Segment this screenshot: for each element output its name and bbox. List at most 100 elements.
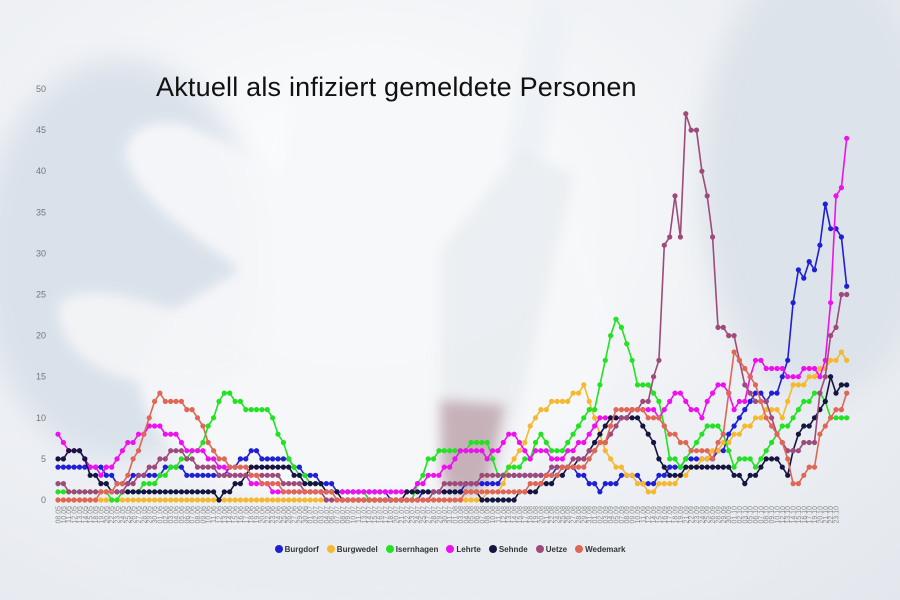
data-point (157, 497, 163, 503)
data-point (211, 448, 217, 454)
data-point (168, 398, 174, 404)
data-point (270, 481, 276, 487)
data-point (581, 415, 587, 421)
data-point (221, 472, 227, 478)
legend-item-uetze[interactable]: Uetze (535, 545, 568, 554)
legend-item-wedemark[interactable]: Wedemark (575, 545, 625, 554)
data-point (559, 472, 566, 478)
data-point (93, 497, 99, 503)
x-tick-label: 13.10 (785, 506, 792, 524)
data-point (828, 374, 834, 380)
data-point (693, 464, 700, 470)
data-point (318, 481, 324, 487)
x-tick-label: 12.08 (501, 506, 508, 524)
data-point (495, 472, 501, 478)
y-tick-label: 15 (36, 372, 46, 382)
data-point (211, 415, 217, 421)
data-point (227, 497, 233, 503)
data-point (125, 472, 131, 478)
data-point (119, 489, 125, 495)
data-point (146, 489, 152, 495)
data-point (833, 324, 839, 330)
data-point (715, 464, 721, 470)
data-point (656, 456, 662, 462)
data-point (575, 464, 582, 470)
data-point (414, 481, 421, 487)
y-axis: 0 5 10 15 20 25 30 35 40 45 50 (36, 84, 46, 505)
data-point (752, 398, 759, 404)
data-point (640, 382, 646, 388)
x-tick-label: 25.09 (705, 506, 712, 524)
data-point (758, 398, 764, 404)
legend-item-sehnde[interactable]: Sehnde (488, 545, 528, 554)
data-point (736, 398, 743, 404)
legend-label: Uetze (545, 545, 568, 554)
data-point (184, 407, 190, 413)
data-point (527, 489, 533, 495)
data-point (468, 497, 474, 503)
legend-item-burgwedel[interactable]: Burgwedel (326, 545, 378, 554)
data-point (173, 464, 179, 470)
x-tick-label: 17.07 (383, 506, 390, 524)
data-point (286, 481, 292, 487)
data-point (103, 464, 109, 470)
data-point (554, 464, 560, 470)
data-point (232, 472, 238, 478)
data-point (243, 464, 249, 470)
x-tick-label: 17.06 (243, 506, 250, 524)
data-point (806, 464, 812, 470)
data-point (688, 407, 694, 413)
legend-item-burgdorf[interactable]: Burgdorf (274, 545, 319, 554)
data-point (184, 448, 190, 454)
data-point (361, 497, 367, 503)
data-point (511, 472, 517, 478)
data-point (532, 415, 539, 421)
data-point (661, 464, 667, 470)
data-point (570, 464, 576, 470)
data-point (484, 439, 490, 446)
x-tick-label: 23.10 (834, 506, 841, 524)
data-point (280, 456, 286, 462)
data-point (527, 481, 533, 487)
data-point (270, 456, 276, 462)
data-point (227, 489, 233, 495)
x-tick-label: 02.09 (597, 506, 604, 524)
legend-item-lehrte[interactable]: Lehrte (446, 545, 481, 554)
x-tick-label: 29.08 (581, 506, 588, 524)
data-point (828, 333, 834, 339)
data-point (613, 481, 619, 487)
data-point (205, 456, 211, 462)
data-point (608, 415, 614, 421)
data-point (125, 489, 131, 495)
data-point (382, 497, 388, 503)
data-point (130, 456, 136, 462)
data-point (227, 390, 233, 396)
data-point (82, 464, 88, 470)
data-point (844, 415, 850, 421)
data-point (763, 365, 769, 372)
data-point (592, 448, 598, 454)
x-tick-label: 15.10 (796, 506, 803, 524)
data-point (592, 407, 598, 413)
data-point (629, 472, 635, 478)
data-point (205, 423, 211, 429)
data-point (774, 407, 780, 413)
data-point (345, 497, 351, 503)
data-point (731, 407, 737, 413)
series-wedemark (55, 349, 850, 503)
data-point (66, 448, 72, 454)
legend-item-isernhagen[interactable]: Isernhagen (385, 545, 438, 554)
x-tick-label: 22.06 (265, 506, 272, 524)
x-tick-label: 31.07 (447, 506, 454, 524)
data-point (565, 464, 571, 470)
data-point (221, 464, 227, 470)
x-tick-label: 05.06 (179, 506, 186, 524)
x-tick-label: 17.08 (522, 506, 529, 524)
data-point (296, 472, 302, 478)
data-point (597, 489, 603, 495)
data-point (806, 365, 812, 372)
data-point (704, 456, 710, 462)
data-point (275, 431, 281, 437)
data-point (731, 464, 737, 470)
